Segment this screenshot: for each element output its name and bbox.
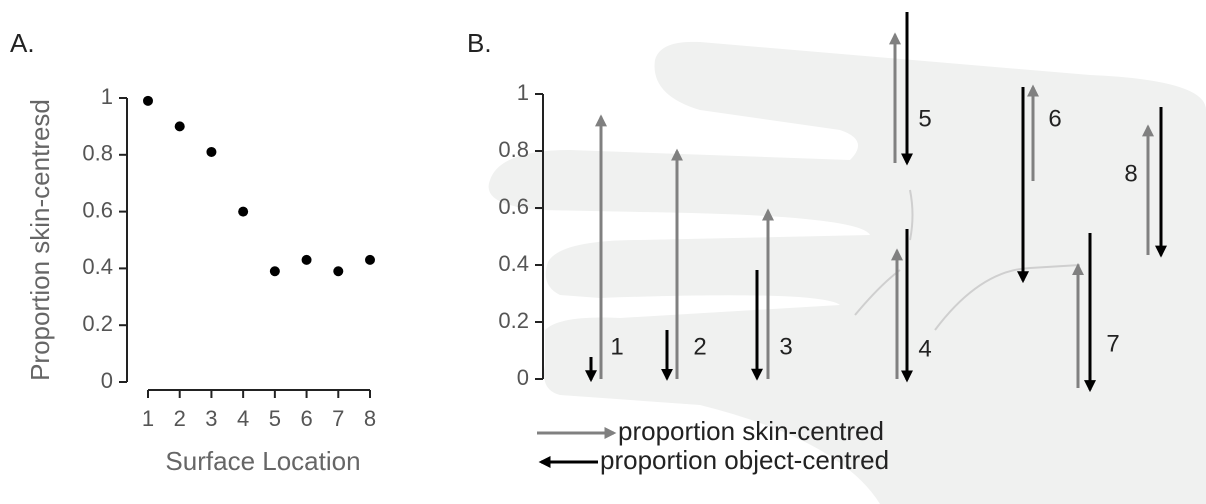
location-label: 7 [1106, 330, 1119, 357]
location-label: 3 [779, 333, 792, 360]
x-axis-label: Surface Location [165, 446, 360, 476]
location-label: 8 [1124, 160, 1137, 187]
x-tick-label: 3 [205, 406, 217, 431]
x-tick-label: 8 [364, 406, 376, 431]
y-tick-label: 0.8 [82, 141, 113, 166]
point [333, 266, 344, 277]
y-tick-label: 0 [101, 368, 113, 393]
location-label: 1 [610, 333, 623, 360]
y-tick-label: 1 [517, 80, 529, 105]
panel-label: A. [10, 28, 35, 58]
location-label: 2 [693, 333, 706, 360]
x-tick-label: 5 [269, 406, 281, 431]
point [365, 254, 375, 265]
point [143, 95, 153, 106]
y-tick-label: 1 [101, 84, 113, 109]
location-label: 4 [918, 335, 931, 362]
x-tick-label: 4 [237, 406, 249, 431]
panel-label: B. [467, 28, 492, 58]
x-tick-label: 1 [142, 406, 154, 431]
y-tick-label: 0.6 [82, 197, 113, 222]
legend-label: proportion object-centred [600, 445, 889, 475]
y-tick-label: 0.2 [82, 311, 113, 336]
hand-silhouette [488, 41, 1206, 504]
point [269, 266, 280, 277]
y-axis-label: Proportion skin-centresd [25, 99, 55, 381]
legend-label: proportion skin-centred [618, 416, 884, 446]
point [206, 146, 217, 157]
y-tick-label: 0.8 [498, 137, 529, 162]
x-tick-label: 2 [174, 406, 186, 431]
y-tick-label: 0.6 [498, 194, 529, 219]
point [174, 121, 185, 132]
y-tick-label: 0.4 [498, 251, 529, 276]
location-label: 5 [918, 105, 931, 132]
x-tick-label: 7 [332, 406, 344, 431]
point [301, 254, 312, 265]
y-tick-label: 0 [517, 365, 529, 390]
y-tick-label: 0.2 [498, 308, 529, 333]
point [238, 206, 249, 217]
x-tick-label: 6 [300, 406, 312, 431]
y-tick-label: 0.4 [82, 254, 113, 279]
location-label: 6 [1048, 105, 1061, 132]
